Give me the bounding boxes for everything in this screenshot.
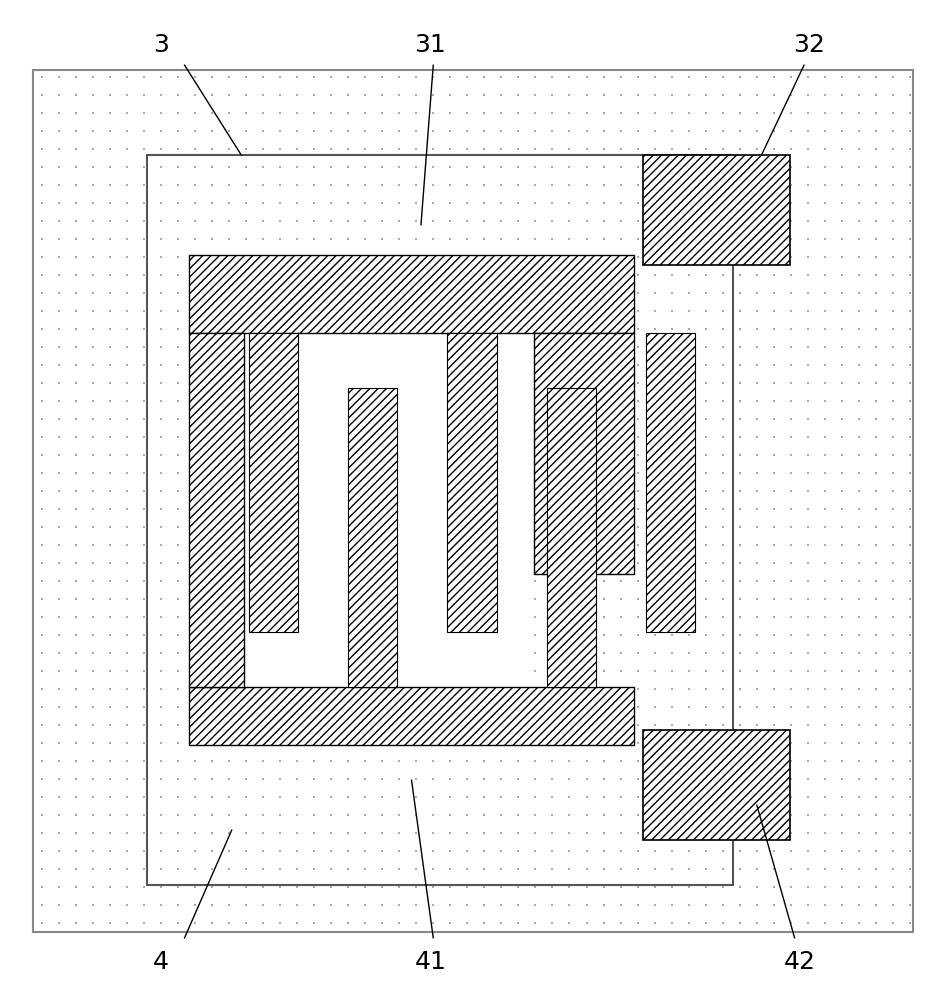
Text: 32: 32 bbox=[793, 33, 825, 57]
Bar bbox=[189, 333, 244, 687]
Text: 4: 4 bbox=[153, 950, 168, 974]
Bar bbox=[189, 255, 634, 333]
Bar bbox=[646, 333, 695, 632]
Bar bbox=[147, 155, 733, 885]
Text: 31: 31 bbox=[414, 33, 447, 57]
Text: 3: 3 bbox=[153, 33, 168, 57]
Text: 42: 42 bbox=[783, 950, 815, 974]
Bar bbox=[534, 333, 634, 574]
Bar bbox=[547, 388, 596, 687]
Bar bbox=[33, 70, 913, 932]
Bar bbox=[249, 333, 298, 632]
Bar bbox=[447, 333, 497, 632]
Bar bbox=[643, 730, 790, 840]
Bar bbox=[643, 155, 790, 265]
Text: 41: 41 bbox=[414, 950, 447, 974]
Bar bbox=[348, 388, 397, 687]
Bar bbox=[244, 333, 534, 687]
Bar bbox=[189, 687, 634, 745]
